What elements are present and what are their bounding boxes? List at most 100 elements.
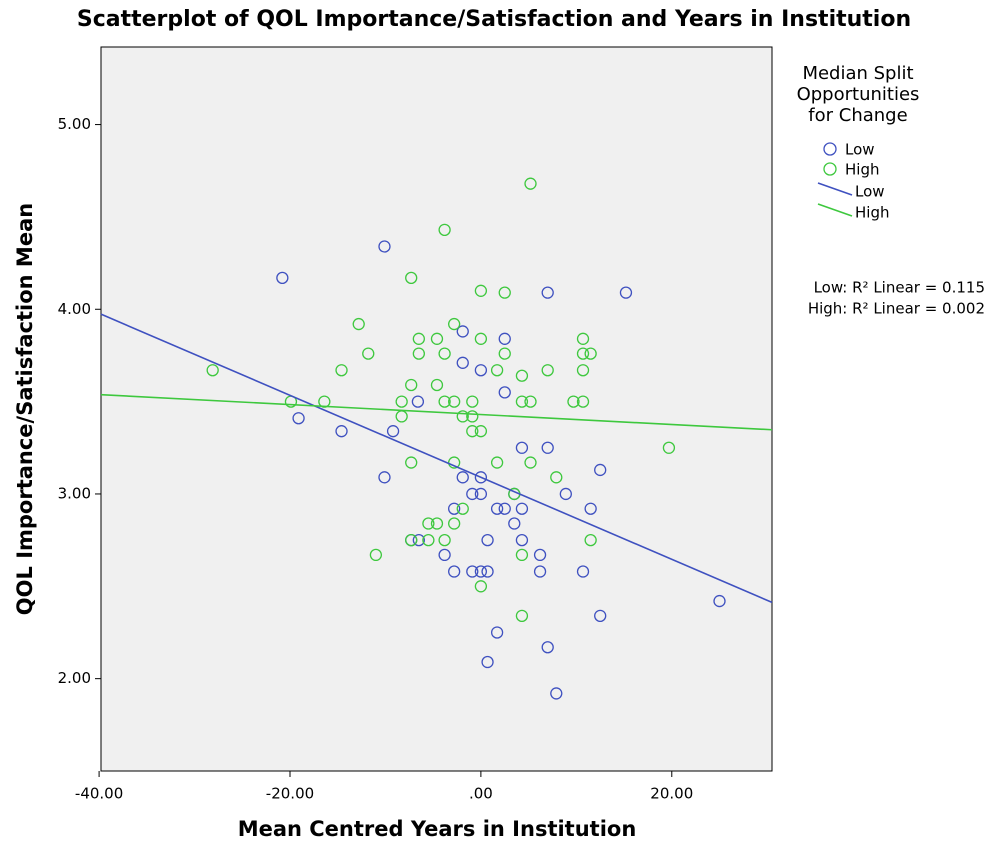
point (405, 378, 418, 392)
y-tick-label: 4.00 (58, 300, 91, 318)
point (498, 502, 511, 515)
point (474, 471, 488, 484)
fit-line (100, 313, 773, 604)
point (430, 517, 444, 530)
point (576, 395, 590, 408)
point (438, 548, 451, 562)
legend-marker (823, 142, 837, 156)
point (448, 502, 461, 515)
point (378, 240, 391, 253)
point (405, 271, 418, 285)
point (412, 332, 425, 345)
point (584, 347, 597, 360)
point (206, 364, 219, 377)
point (550, 687, 563, 700)
point (576, 347, 590, 360)
point (550, 471, 563, 484)
point (448, 317, 461, 331)
point (456, 410, 469, 423)
point (515, 533, 529, 547)
point (411, 395, 425, 408)
point (515, 609, 529, 623)
legend-label: High (845, 161, 879, 179)
point (448, 517, 461, 530)
point (515, 441, 529, 454)
point (498, 347, 511, 360)
point (498, 286, 511, 299)
point (481, 565, 494, 578)
point (466, 487, 479, 501)
x-tick-label: .00 (469, 785, 493, 803)
point (594, 463, 607, 477)
point (584, 533, 597, 547)
point (466, 425, 479, 438)
point (594, 609, 607, 623)
point (541, 364, 554, 377)
point (386, 425, 400, 438)
point (474, 425, 488, 438)
point (474, 284, 488, 297)
point (466, 565, 479, 578)
point (533, 548, 547, 562)
point (490, 456, 504, 469)
point (448, 565, 461, 578)
legend-marker (823, 162, 837, 176)
chart-title: Scatterplot of QOL Importance/Satisfacti… (77, 7, 911, 32)
x-tick-label: -20.00 (266, 785, 314, 803)
point (559, 487, 572, 501)
point (405, 533, 418, 547)
plot-area (100, 46, 773, 772)
point (456, 502, 469, 515)
point (481, 533, 494, 547)
point (438, 347, 451, 360)
point (466, 395, 479, 408)
point (662, 441, 676, 454)
point (474, 487, 488, 501)
point (576, 364, 590, 377)
annotation: High: R² Linear = 0.002 (808, 300, 985, 318)
point (335, 425, 348, 438)
point (456, 356, 469, 369)
point (576, 565, 590, 578)
point (378, 471, 391, 484)
point (474, 332, 488, 345)
point (541, 286, 554, 299)
point (276, 271, 289, 285)
y-tick-label: 5.00 (58, 115, 91, 133)
point (713, 594, 726, 608)
legend-label: Low (855, 183, 885, 201)
point (524, 456, 537, 469)
legend-title: for Change (808, 105, 907, 126)
point (619, 286, 633, 299)
point (369, 548, 383, 562)
point (430, 378, 444, 392)
y-axis-label: QOL Importance/Satisfaction Mean (13, 203, 37, 615)
point (466, 410, 479, 423)
point (405, 456, 418, 469)
legend-label: High (855, 204, 889, 222)
x-axis-label: Mean Centred Years in Institution (238, 817, 637, 841)
point (395, 395, 408, 408)
y-tick-label: 2.00 (58, 669, 91, 687)
point (481, 655, 494, 669)
annotation: Low: R² Linear = 0.115 (814, 279, 985, 297)
point (515, 395, 529, 408)
y-tick-label: 3.00 (58, 484, 91, 502)
point (412, 347, 425, 360)
point (490, 364, 504, 377)
point (448, 456, 461, 469)
point (430, 332, 444, 345)
point (422, 533, 435, 547)
point (567, 395, 580, 408)
point (292, 412, 305, 425)
point (362, 347, 375, 360)
point (584, 502, 597, 515)
point (498, 386, 511, 399)
point (474, 580, 488, 593)
point (515, 502, 529, 515)
x-tick-label: 20.00 (650, 785, 693, 803)
legend-title: Opportunities (797, 84, 920, 105)
legend-line (817, 203, 853, 217)
point (498, 332, 511, 345)
